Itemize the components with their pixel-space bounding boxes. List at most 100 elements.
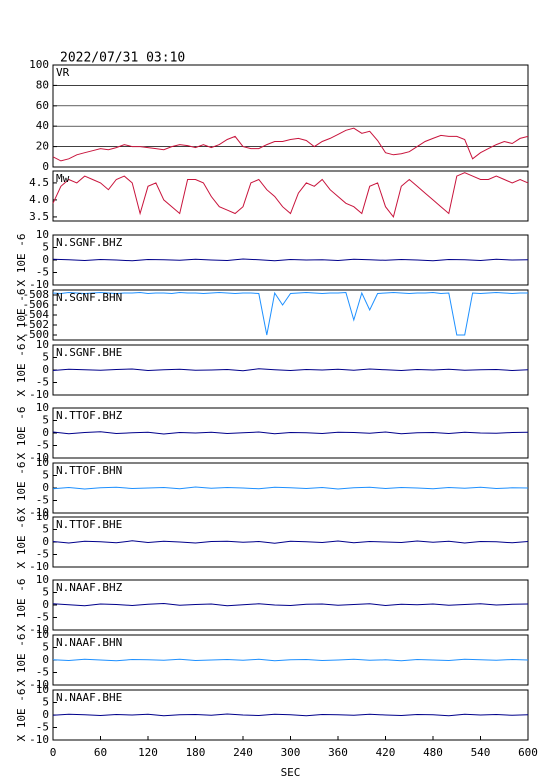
y-tick-label: 10 xyxy=(36,456,49,469)
y-tick-label: 4.0 xyxy=(29,193,49,206)
y-tick-label: -5 xyxy=(36,266,49,279)
y-tick-label: -5 xyxy=(36,611,49,624)
y-tick-label: 20 xyxy=(36,140,49,153)
y-tick-label: 0 xyxy=(42,160,49,173)
panel-label: VR xyxy=(56,66,70,79)
y-tick-label: -10 xyxy=(29,506,49,519)
y-tick-label: 10 xyxy=(36,683,49,696)
y-tick-label: -10 xyxy=(29,678,49,691)
x-tick-label: 180 xyxy=(186,746,206,759)
chart-title: 2022/07/31 03:10 xyxy=(60,51,185,66)
panel-label: N.NAAF.BHZ xyxy=(56,581,123,594)
panel-label: N.SGNF.BHN xyxy=(56,291,122,304)
y-axis-label: X 10E -6 xyxy=(15,516,28,569)
trace xyxy=(52,713,529,717)
y-tick-label: -506 xyxy=(23,298,50,311)
x-tick-label: 300 xyxy=(281,746,301,759)
y-tick-label: 10 xyxy=(36,573,49,586)
y-tick-label: 5 xyxy=(42,414,49,427)
y-tick-label: 5 xyxy=(42,241,49,254)
x-tick-label: 480 xyxy=(423,746,443,759)
panel-label: N.NAAF.BHN xyxy=(56,636,122,649)
y-tick-label: -508 xyxy=(23,288,50,301)
y-tick-label: -500 xyxy=(23,328,50,341)
panel-label: N.TTOF.BHZ xyxy=(56,409,123,422)
trace xyxy=(52,431,529,435)
y-tick-label: 0 xyxy=(42,363,49,376)
y-tick-label: -10 xyxy=(29,733,49,746)
y-tick-label: -5 xyxy=(36,494,49,507)
y-tick-label: 0 xyxy=(42,426,49,439)
panel-frame xyxy=(52,170,529,222)
y-tick-label: -10 xyxy=(29,623,49,636)
trace xyxy=(52,368,529,372)
y-tick-label: 5 xyxy=(42,351,49,364)
x-axis-label: SEC xyxy=(281,766,301,779)
y-axis-label: X 10E -6 xyxy=(15,634,28,687)
x-tick-label: 540 xyxy=(471,746,491,759)
y-tick-label: -5 xyxy=(36,666,49,679)
x-tick-label: 420 xyxy=(376,746,396,759)
trace xyxy=(52,658,529,662)
y-tick-label: 0 xyxy=(42,708,49,721)
panel-label: N.SGNF.BHE xyxy=(56,346,122,359)
trace xyxy=(52,540,529,544)
y-tick-label: 0 xyxy=(42,535,49,548)
y-tick-label: 10 xyxy=(36,228,49,241)
x-tick-label: 0 xyxy=(50,746,57,759)
y-tick-label: -10 xyxy=(29,451,49,464)
y-tick-label: 5 xyxy=(42,523,49,536)
y-axis-label: X 10E -6 xyxy=(15,344,28,397)
y-axis-label: X 10E -6 xyxy=(15,289,28,342)
y-tick-label: 0 xyxy=(42,253,49,266)
y-tick-label: 5 xyxy=(42,696,49,709)
trace xyxy=(52,291,528,336)
panel-label: Mw xyxy=(56,172,70,185)
y-tick-label: -5 xyxy=(36,548,49,561)
y-axis-label: X 10E -6 xyxy=(15,462,28,515)
y-tick-label: 10 xyxy=(36,401,49,414)
y-tick-label: -10 xyxy=(29,560,49,573)
y-axis-label: X 10E -6 xyxy=(15,689,28,742)
x-tick-label: 240 xyxy=(233,746,253,759)
panel-label: N.TTOF.BHE xyxy=(56,518,122,531)
x-tick-label: 60 xyxy=(94,746,107,759)
y-tick-label: 5 xyxy=(42,586,49,599)
y-tick-label: 10 xyxy=(36,628,49,641)
x-tick-label: 360 xyxy=(328,746,348,759)
panel-label: N.TTOF.BHN xyxy=(56,464,122,477)
y-tick-label: -502 xyxy=(23,318,50,331)
y-tick-label: 5 xyxy=(42,641,49,654)
trace xyxy=(52,486,529,490)
x-tick-label: 120 xyxy=(138,746,158,759)
y-tick-label: 60 xyxy=(36,99,49,112)
y-tick-label: 0 xyxy=(42,653,49,666)
y-tick-label: 100 xyxy=(29,58,49,71)
y-tick-label: 4.5 xyxy=(29,176,49,189)
panel-label: N.NAAF.BHE xyxy=(56,691,122,704)
x-tick-label: 600 xyxy=(518,746,538,759)
trace xyxy=(52,127,529,162)
y-tick-label: -5 xyxy=(36,376,49,389)
y-tick-label: 3.5 xyxy=(29,210,49,223)
y-tick-label: 80 xyxy=(36,78,49,91)
trace xyxy=(52,172,529,219)
y-axis-label: X 10E -6 xyxy=(15,234,28,287)
y-tick-label: -5 xyxy=(36,721,49,734)
y-tick-label: 10 xyxy=(36,338,49,351)
y-tick-label: 5 xyxy=(42,469,49,482)
y-axis-label: X 10E -6 xyxy=(15,407,28,460)
y-tick-label: -504 xyxy=(23,308,50,321)
y-tick-label: 10 xyxy=(36,510,49,523)
y-tick-label: 0 xyxy=(42,481,49,494)
y-tick-label: -10 xyxy=(29,388,49,401)
panel-label: N.SGNF.BHZ xyxy=(56,236,123,249)
trace xyxy=(52,602,529,607)
y-tick-label: -5 xyxy=(36,439,49,452)
y-axis-label: X 10E -6 xyxy=(15,579,28,632)
y-tick-label: -10 xyxy=(29,278,49,291)
trace xyxy=(52,258,529,262)
panel-frame xyxy=(52,64,529,168)
y-tick-label: 0 xyxy=(42,598,49,611)
